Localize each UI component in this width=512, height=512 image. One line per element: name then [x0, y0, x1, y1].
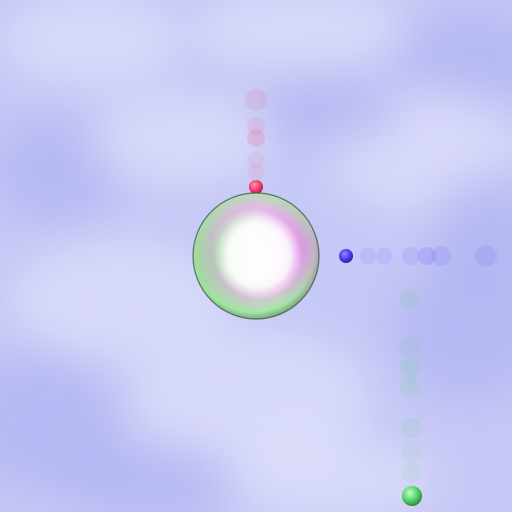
green-trail-ghost [401, 418, 421, 438]
green-trail-ghost [401, 442, 421, 462]
green-particle [402, 486, 422, 506]
central-sphere[interactable] [192, 192, 320, 320]
green-trail-ghost [400, 358, 420, 378]
green-trail-ghost [400, 377, 420, 397]
cloud [90, 95, 270, 185]
green-trail-ghost [400, 290, 420, 310]
red-trail-ghost [247, 117, 265, 135]
blue-trail-ghost [475, 245, 497, 267]
cloud-shadow [430, 170, 512, 290]
blue-particle [339, 249, 353, 263]
cloud [0, 0, 180, 85]
blue-trail-ghost [402, 247, 420, 265]
blue-trail-ghost [418, 247, 436, 265]
cloud [190, 0, 410, 70]
cloud [220, 440, 440, 512]
red-particle-trail [245, 89, 267, 194]
blue-trail-ghost [431, 246, 451, 266]
cloud-shadow [60, 440, 240, 512]
cloud-shadow [260, 70, 400, 150]
green-particle-trail [400, 290, 422, 506]
green-trail-ghost [401, 462, 421, 482]
red-trail-ghost [245, 89, 267, 111]
blue-trail-ghost [360, 248, 376, 264]
cloud [130, 330, 370, 470]
red-trail-ghost [248, 164, 264, 180]
green-trail-ghost [400, 337, 420, 357]
red-trail-ghost [247, 129, 265, 147]
blue-particle-trail [339, 245, 497, 267]
cloud-shadow [390, 10, 512, 110]
red-trail-ghost [247, 151, 265, 169]
blue-trail-ghost [376, 248, 392, 264]
red-particle [249, 180, 263, 194]
cloud [10, 240, 230, 360]
cloud-shadow [390, 260, 512, 400]
